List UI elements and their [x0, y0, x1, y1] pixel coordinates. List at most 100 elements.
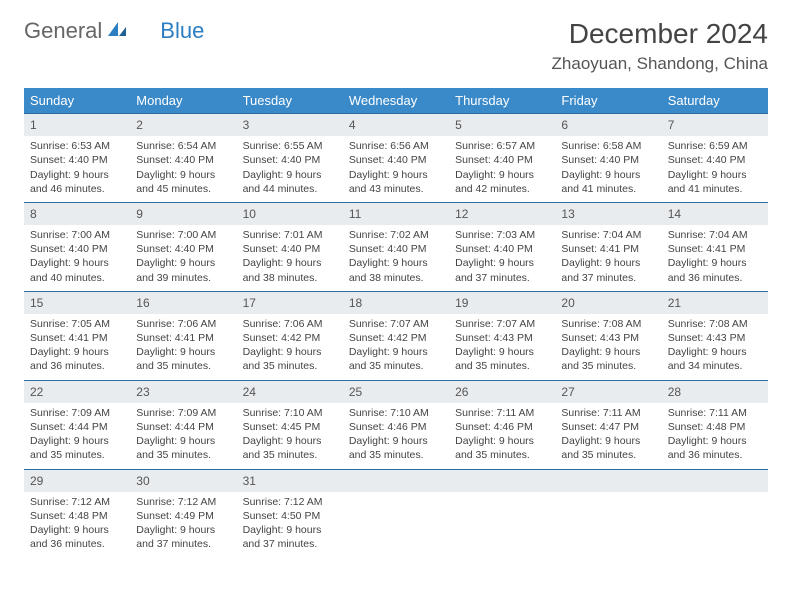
sunrise-text: Sunrise: 7:01 AM [243, 229, 323, 241]
sunset-text: Sunset: 4:43 PM [455, 332, 533, 344]
day-body: Sunrise: 7:07 AM Sunset: 4:43 PM Daylight:… [449, 314, 555, 380]
sunset-text: Sunset: 4:50 PM [243, 510, 321, 522]
day-body: Sunrise: 7:09 AMSunset: 4:44 PMDaylight:… [24, 403, 130, 469]
calendar-day-cell: 12Sunrise: 7:03 AMSunset: 4:40 PMDayligh… [449, 202, 555, 291]
sunrise-text: Sunrise: 6:58 AM [561, 140, 641, 152]
daylight-text: Daylight: 9 hours and 35 minutes. [243, 435, 322, 461]
empty-day-body [343, 492, 449, 498]
sunset-text: Sunset: 4:49 PM [136, 510, 214, 522]
calendar-day-cell: 1Sunrise: 6:53 AMSunset: 4:40 PMDaylight… [24, 113, 130, 202]
calendar-day-cell: 7Sunrise: 6:59 AMSunset: 4:40 PMDaylight… [662, 113, 768, 202]
day-body: Sunrise: 7:12 AMSunset: 4:49 PMDaylight:… [130, 492, 236, 558]
calendar-day-cell: 8Sunrise: 7:00 AMSunset: 4:40 PMDaylight… [24, 202, 130, 291]
calendar-day-cell: 19Sunrise: 7:07 AMSunset: 4:43 PMDayligh… [449, 291, 555, 380]
daylight-text: Daylight: 9 hours and 38 minutes. [349, 257, 428, 283]
day-body: Sunrise: 6:59 AMSunset: 4:40 PMDaylight:… [662, 136, 768, 202]
calendar-table: SundayMondayTuesdayWednesdayThursdayFrid… [24, 88, 768, 557]
logo-text-blue: Blue [160, 18, 204, 44]
calendar-day-cell: 11Sunrise: 7:02 AMSunset: 4:40 PMDayligh… [343, 202, 449, 291]
day-number: 9 [130, 202, 236, 225]
day-number: 8 [24, 202, 130, 225]
day-body: Sunrise: 7:09 AMSunset: 4:44 PMDaylight:… [130, 403, 236, 469]
sunset-text: Sunset: 4:41 PM [561, 243, 639, 255]
empty-day-header [449, 469, 555, 492]
daylight-text: Daylight: 9 hours and 35 minutes. [136, 435, 215, 461]
day-number: 1 [24, 113, 130, 136]
day-body: Sunrise: 6:56 AMSunset: 4:40 PMDaylight:… [343, 136, 449, 202]
daylight-text: Daylight: 9 hours and 35 minutes. [455, 346, 534, 372]
sunset-text: Sunset: 4:40 PM [30, 154, 108, 166]
day-number: 20 [555, 291, 661, 314]
day-body: Sunrise: 7:10 AM Sunset: 4:45 PM Daylight:… [237, 403, 343, 469]
sunset-text: Sunset: 4:40 PM [349, 243, 427, 255]
sunrise-text: Sunrise: 6:54 AM [136, 140, 216, 152]
day-number: 16 [130, 291, 236, 314]
calendar-day-cell: 25Sunrise: 7:10 AMSunset: 4:46 PMDayligh… [343, 380, 449, 469]
calendar-day-cell: 24 Sunrise: 7:10 AM Sunset: 4:45 PM Dayligh… [237, 380, 343, 469]
daylight-text: Daylight: 9 hours and 37 minutes. [561, 257, 640, 283]
daylight-text: Daylight: 9 hours and 45 minutes. [136, 169, 215, 195]
calendar-day-cell: 2Sunrise: 6:54 AMSunset: 4:40 PMDaylight… [130, 113, 236, 202]
daylight-text: Daylight: 9 hours and 42 minutes. [455, 169, 534, 195]
sunset-text: Sunset: 4:45 PM [243, 421, 321, 433]
day-number: 2 [130, 113, 236, 136]
weekday-header-row: SundayMondayTuesdayWednesdayThursdayFrid… [24, 88, 768, 113]
daylight-text: Daylight: 9 hours and 37 minutes. [243, 524, 322, 550]
sunrise-text: Sunrise: 7:11 AM [668, 407, 747, 419]
daylight-text: Daylight: 9 hours and 35 minutes. [349, 435, 428, 461]
day-number: 3 [237, 113, 343, 136]
sunrise-text: Sunrise: 6:59 AM [668, 140, 748, 152]
day-body: Sunrise: 6:54 AMSunset: 4:40 PMDaylight:… [130, 136, 236, 202]
day-number: 28 [662, 380, 768, 403]
calendar-week-row: 1 Sunrise: 6:53 AM Sunset: 4:40 PM Daylight… [24, 113, 768, 202]
sunset-text: Sunset: 4:41 PM [668, 243, 746, 255]
logo: General Blue [24, 18, 204, 44]
calendar-day-cell: 4Sunrise: 6:56 AMSunset: 4:40 PMDaylight… [343, 113, 449, 202]
weekday-header: Tuesday [237, 88, 343, 113]
calendar-day-cell: 6Sunrise: 6:58 AMSunset: 4:40 PMDaylight… [555, 113, 661, 202]
day-number: 13 [555, 202, 661, 225]
day-body: Sunrise: 7:05 AMSunset: 4:41 PMDaylight:… [24, 314, 130, 380]
sunset-text: Sunset: 4:40 PM [455, 154, 533, 166]
day-number: 18 [343, 291, 449, 314]
sunrise-text: Sunrise: 7:11 AM [561, 407, 640, 419]
day-number: 30 [130, 469, 236, 492]
logo-text-general: General [24, 18, 102, 44]
sunrise-text: Sunrise: 7:07 AM [455, 318, 535, 330]
day-body: Sunrise: 6:55 AMSunset: 4:40 PMDaylight:… [237, 136, 343, 202]
header: General Blue December 2024 Zhaoyuan, Sha… [24, 18, 768, 74]
daylight-text: Daylight: 9 hours and 35 minutes. [455, 435, 534, 461]
sunrise-text: Sunrise: 7:00 AM [30, 229, 110, 241]
weekday-header: Monday [130, 88, 236, 113]
sunrise-text: Sunrise: 7:10 AM [243, 407, 323, 419]
day-body: Sunrise: 7:00 AMSunset: 4:40 PMDaylight:… [130, 225, 236, 291]
day-body: Sunrise: 6:57 AMSunset: 4:40 PMDaylight:… [449, 136, 555, 202]
empty-day-body [449, 492, 555, 498]
daylight-text: Daylight: 9 hours and 41 minutes. [561, 169, 640, 195]
day-body: Sunrise: 6:53 AMSunset: 4:40 PMDaylight:… [24, 136, 130, 202]
calendar-empty-cell [555, 469, 661, 558]
sunrise-text: Sunrise: 7:08 AM [668, 318, 748, 330]
daylight-text: Daylight: 9 hours and 38 minutes. [243, 257, 322, 283]
daylight-text: Daylight: 9 hours and 37 minutes. [455, 257, 534, 283]
calendar-day-cell: 15Sunrise: 7:05 AMSunset: 4:41 PMDayligh… [24, 291, 130, 380]
empty-day-header [343, 469, 449, 492]
daylight-text: Daylight: 9 hours and 35 minutes. [136, 346, 215, 372]
day-body: Sunrise: 7:11 AMSunset: 4:48 PMDaylight:… [662, 403, 768, 469]
sunrise-text: Sunrise: 6:53 AM [30, 140, 110, 152]
sunrise-text: Sunrise: 7:08 AM [561, 318, 641, 330]
sunset-text: Sunset: 4:48 PM [668, 421, 746, 433]
sunrise-text: Sunrise: 7:07 AM [349, 318, 429, 330]
sunset-text: Sunset: 4:40 PM [668, 154, 746, 166]
calendar-day-cell: 21Sunrise: 7:08 AMSunset: 4:43 PMDayligh… [662, 291, 768, 380]
calendar-empty-cell [449, 469, 555, 558]
day-number: 24 [237, 380, 343, 403]
daylight-text: Daylight: 9 hours and 35 minutes. [349, 346, 428, 372]
calendar-day-cell: 14Sunrise: 7:04 AMSunset: 4:41 PMDayligh… [662, 202, 768, 291]
sunset-text: Sunset: 4:40 PM [349, 154, 427, 166]
day-number: 31 [237, 469, 343, 492]
page-title: December 2024 [552, 18, 768, 50]
day-number: 6 [555, 113, 661, 136]
sunrise-text: Sunrise: 7:00 AM [136, 229, 216, 241]
day-body: Sunrise: 7:12 AMSunset: 4:48 PMDaylight:… [24, 492, 130, 558]
